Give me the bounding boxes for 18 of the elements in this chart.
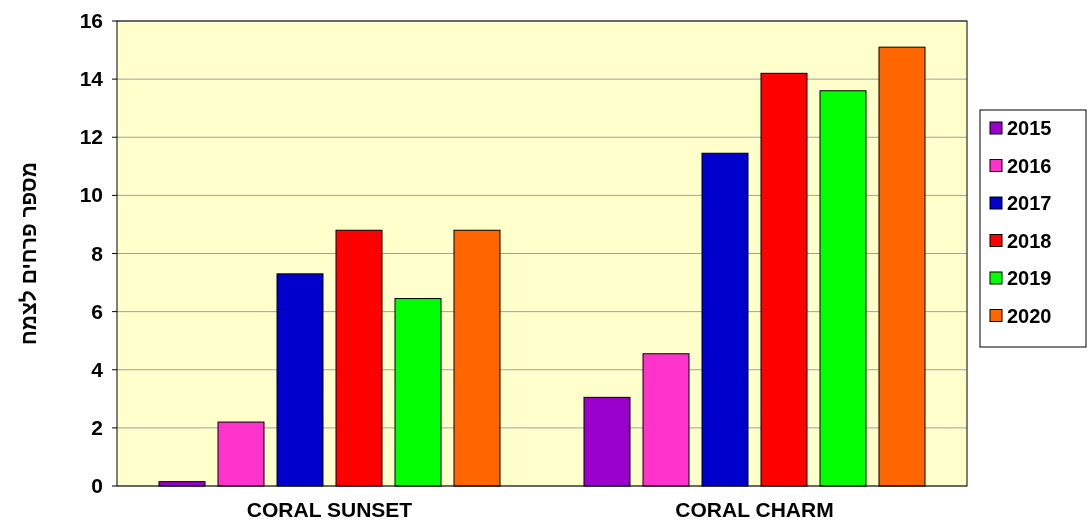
- legend-label: 2017: [1007, 192, 1052, 214]
- legend-label: 2019: [1007, 267, 1052, 289]
- y-axis-title: מספר פרחים לצמח: [17, 162, 40, 345]
- legend-label: 2020: [1007, 304, 1052, 327]
- legend-label: 2015: [1007, 117, 1052, 139]
- y-tick-label: 6: [91, 299, 103, 323]
- y-tick-label: 2: [91, 415, 103, 439]
- y-tick-label: 8: [91, 241, 104, 265]
- y-tick-label: 16: [79, 9, 103, 32]
- x-tick-label: CORAL SUNSET: [246, 498, 413, 521]
- x-tick-label: CORAL CHARM: [675, 498, 834, 521]
- y-tick-label: 4: [91, 357, 104, 381]
- y-tick-label: 10: [79, 183, 103, 207]
- y-tick-label: 12: [79, 125, 103, 149]
- y-tick-label: 14: [79, 67, 104, 91]
- legend-label: 2018: [1007, 229, 1052, 252]
- legend-label: 2016: [1007, 154, 1052, 177]
- y-tick-label: 0: [91, 474, 103, 497]
